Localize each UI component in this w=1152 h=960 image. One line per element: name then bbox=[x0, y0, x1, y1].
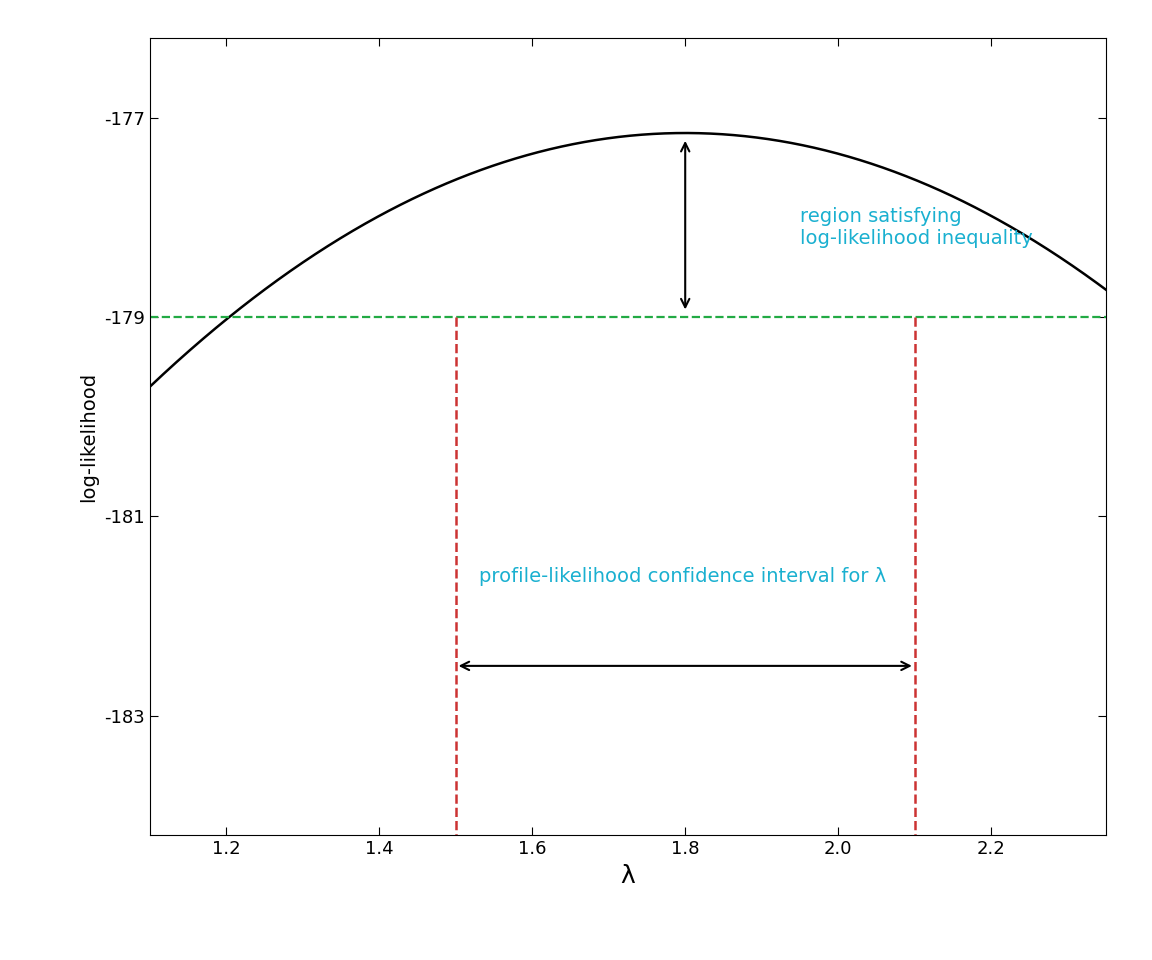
X-axis label: λ: λ bbox=[621, 864, 635, 888]
Y-axis label: log-likelihood: log-likelihood bbox=[79, 372, 98, 502]
Text: profile-likelihood confidence interval for λ: profile-likelihood confidence interval f… bbox=[479, 566, 886, 586]
Text: region satisfying
log-likelihood inequality: region satisfying log-likelihood inequal… bbox=[799, 207, 1032, 248]
